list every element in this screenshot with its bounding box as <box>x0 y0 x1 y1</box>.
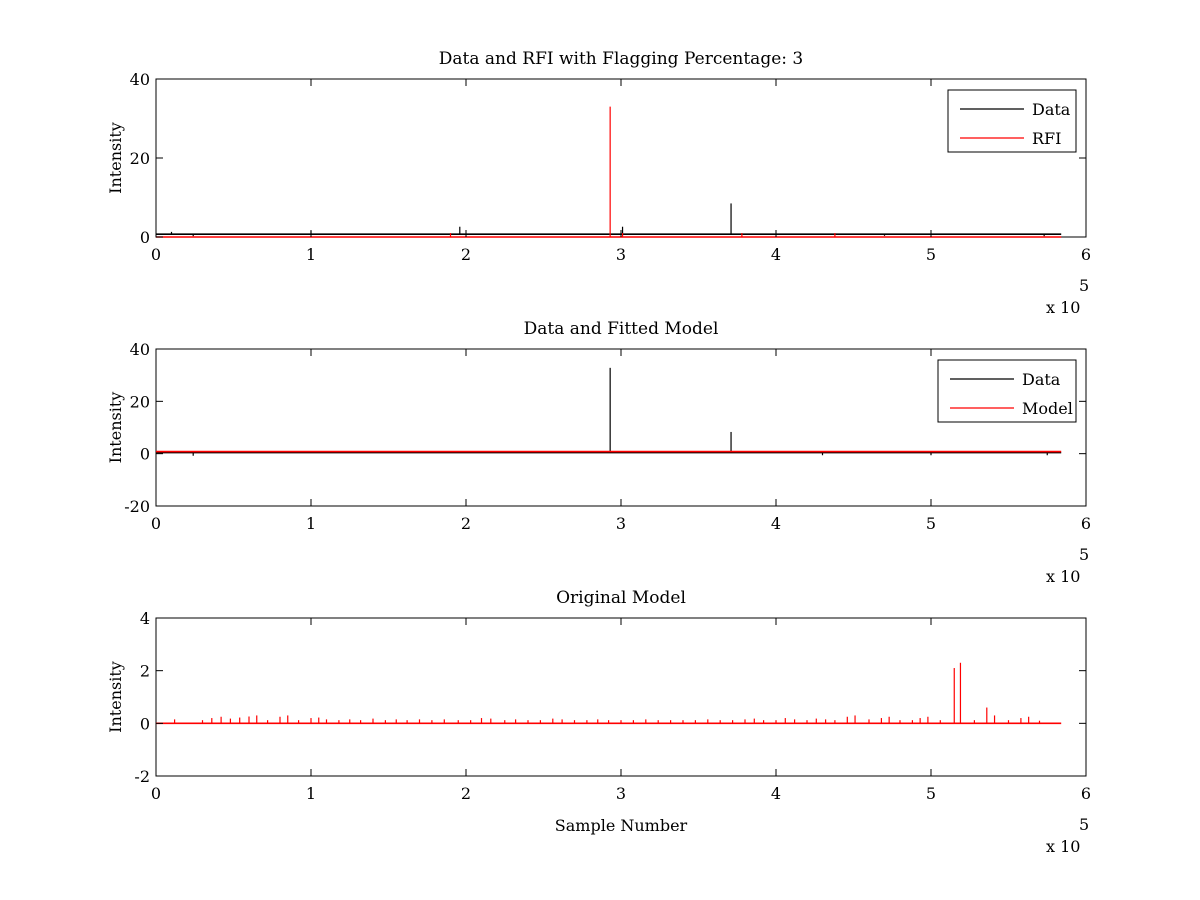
series-data <box>156 203 1062 237</box>
x-tick-label: 0 <box>151 784 161 803</box>
legend-box <box>947 89 1077 153</box>
x-tick-label: 0 <box>151 514 161 533</box>
legend-entry: RFI <box>1032 129 1061 148</box>
subplot-title: Original Model <box>556 588 686 608</box>
x-tick-label: 6 <box>1081 784 1091 803</box>
series-original-model <box>156 662 1062 725</box>
legend-entry: Model <box>1022 399 1073 418</box>
y-tick-label: 20 <box>130 149 150 168</box>
legend-box <box>937 359 1077 423</box>
subplot-1: 0 1 2 3 4 5 6 0 20 40 Data and RFI with Flagging P… <box>106 49 1091 317</box>
y-tick-label: 40 <box>130 340 150 359</box>
x-exponent-power: 5 <box>1079 815 1089 834</box>
y-tick-label: 0 <box>140 714 150 733</box>
y-tick-label: 20 <box>130 392 150 411</box>
x-tick-label: 0 <box>151 245 161 264</box>
y-tick-label: 4 <box>140 609 150 628</box>
x-tick-label: 2 <box>461 784 471 803</box>
y-tick-label: 0 <box>140 228 150 247</box>
legend-entry: Data <box>1032 100 1071 119</box>
y-tick-label: 2 <box>140 662 150 681</box>
axes-box <box>155 78 1087 238</box>
x-exponent-label: x 10 <box>1046 567 1080 586</box>
legend: Data Model <box>937 359 1077 423</box>
axes-box <box>155 348 1087 507</box>
x-tick-label: 4 <box>771 784 781 803</box>
axes-box <box>155 617 1087 777</box>
y-tick-label: -20 <box>124 497 150 516</box>
series-rfi <box>156 106 1062 238</box>
x-tick-label: 1 <box>306 245 316 264</box>
subplot-title: Data and RFI with Flagging Percentage: 3 <box>439 49 803 69</box>
x-tick-label: 1 <box>306 784 316 803</box>
y-tick-label: 0 <box>140 445 150 464</box>
x-tick-label: 5 <box>926 784 936 803</box>
x-tick-label: 3 <box>616 514 626 533</box>
y-axis-label: Intensity <box>106 122 125 194</box>
series-data <box>156 367 1062 456</box>
subplot-title: Data and Fitted Model <box>524 319 719 339</box>
legend: Data RFI <box>947 89 1077 153</box>
x-tick-label: 5 <box>926 514 936 533</box>
x-tick-label: 2 <box>461 514 471 533</box>
y-axis-label: Intensity <box>106 661 125 733</box>
x-tick-label: 3 <box>616 784 626 803</box>
x-tick-label: 4 <box>771 245 781 264</box>
legend-entry: Data <box>1022 370 1061 389</box>
x-tick-label: 1 <box>306 514 316 533</box>
x-exponent-label: x 10 <box>1046 298 1080 317</box>
x-tick-label: 5 <box>926 245 936 264</box>
x-exponent-label: x 10 <box>1046 837 1080 856</box>
x-tick-label: 4 <box>771 514 781 533</box>
y-axis-label: Intensity <box>106 392 125 464</box>
x-tick-label: 6 <box>1081 514 1091 533</box>
x-exponent-power: 5 <box>1079 545 1089 564</box>
x-axis-label: Sample Number <box>555 816 688 835</box>
x-tick-label: 6 <box>1081 245 1091 264</box>
x-tick-label: 2 <box>461 245 471 264</box>
x-exponent-power: 5 <box>1079 276 1089 295</box>
y-tick-label: 40 <box>130 70 150 89</box>
y-tick-label: -2 <box>134 767 150 786</box>
x-tick-label: 3 <box>616 245 626 264</box>
